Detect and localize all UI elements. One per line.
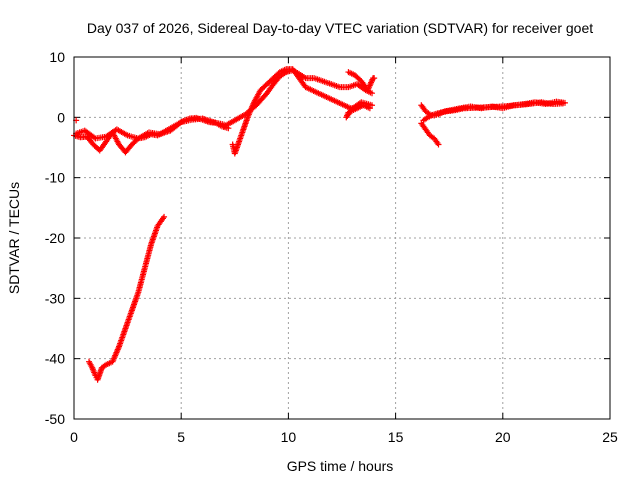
data-point xyxy=(161,213,168,220)
x-tick-label: 10 xyxy=(281,429,297,445)
data-point xyxy=(435,141,442,148)
plot-frame xyxy=(73,56,611,420)
y-tick-label: -40 xyxy=(45,351,65,367)
y-tick-label: 10 xyxy=(49,49,65,65)
x-tick-label: 15 xyxy=(388,429,404,445)
data-point xyxy=(176,120,183,127)
data-point xyxy=(369,90,376,97)
y-tick-label: 0 xyxy=(57,109,65,125)
x-axis-label: GPS time / hours xyxy=(287,458,394,474)
x-tick-label: 0 xyxy=(70,429,78,445)
y-tick-label: -50 xyxy=(45,411,65,427)
y-axis-label: SDTVAR / TECUs xyxy=(6,182,22,294)
chart-title: Day 037 of 2026, Sidereal Day-to-day VTE… xyxy=(87,20,593,36)
x-tick-label: 25 xyxy=(602,429,618,445)
y-tick-label: -30 xyxy=(45,290,65,306)
y-tick-label: -10 xyxy=(45,170,65,186)
x-tick-label: 5 xyxy=(177,429,185,445)
y-tick-label: -20 xyxy=(45,230,65,246)
data-point xyxy=(354,105,361,112)
x-tick-label: 20 xyxy=(495,429,511,445)
grid xyxy=(74,57,610,419)
data-point xyxy=(371,75,378,82)
data-point xyxy=(559,100,566,107)
data-points xyxy=(71,66,568,383)
axis-ticks: 0 5 10 15 20 25 -50 -40 -30 -20 -10 0 10 xyxy=(45,49,618,445)
